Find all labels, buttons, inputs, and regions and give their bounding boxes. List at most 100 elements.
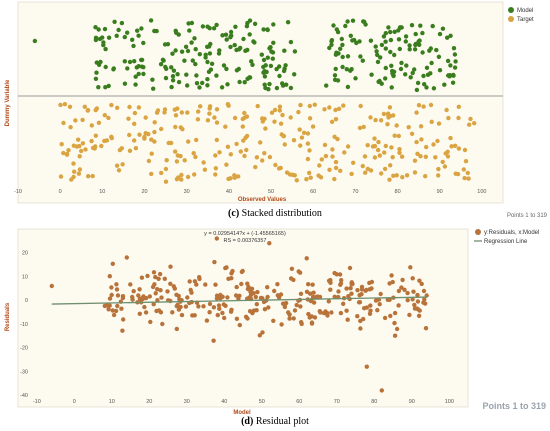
target-point: [213, 153, 218, 158]
target-point: [378, 118, 384, 123]
target-point: [71, 161, 76, 166]
model-point: [284, 82, 289, 87]
target-point: [267, 154, 273, 160]
residual-point: [168, 281, 173, 286]
residual-point: [168, 264, 173, 269]
model-point: [187, 28, 192, 33]
residual-point: [416, 313, 422, 318]
residual-point: [392, 320, 397, 326]
residual-point: [220, 310, 225, 316]
model-point: [348, 33, 353, 38]
model-point: [139, 57, 145, 63]
target-point: [232, 115, 238, 121]
model-point: [270, 56, 275, 61]
model-point: [427, 48, 432, 53]
caption-c-text: Stacked distribution: [239, 208, 322, 219]
model-point: [96, 27, 101, 32]
model-point: [133, 82, 138, 87]
target-point: [419, 137, 424, 142]
target-point: [397, 150, 402, 155]
x-axis-ticks-d: -10 0 10 20 30 40 50 60 70 80 90 100: [33, 399, 454, 405]
residual-point: [415, 292, 420, 298]
residual-point: [390, 279, 395, 285]
target-point: [305, 131, 311, 136]
target-point: [152, 129, 157, 135]
target-point: [312, 102, 317, 107]
model-point: [397, 46, 402, 52]
target-point: [272, 119, 277, 124]
target-point: [449, 144, 454, 149]
model-point: [389, 85, 394, 90]
target-point: [462, 147, 468, 153]
model-point: [200, 80, 205, 86]
target-point: [391, 113, 396, 118]
residual-point: [396, 303, 401, 308]
model-point: [453, 59, 458, 64]
model-point: [340, 42, 345, 48]
residual-point: [260, 330, 265, 335]
residual-point: [266, 305, 271, 310]
residual-point: [113, 308, 119, 314]
target-point: [142, 136, 147, 141]
model-point: [245, 76, 250, 82]
target-point: [394, 173, 399, 178]
model-point: [329, 42, 334, 47]
target-point: [349, 171, 354, 177]
residual-point: [347, 265, 353, 271]
target-point: [421, 104, 426, 109]
residual-point: [423, 326, 429, 331]
model-point: [189, 20, 195, 26]
residual-point: [239, 281, 244, 287]
residual-point: [248, 289, 253, 294]
residual-point: [310, 282, 315, 287]
target-point: [466, 176, 471, 181]
target-point: [399, 154, 405, 159]
target-point: [195, 117, 201, 122]
residual-point: [297, 270, 303, 275]
model-point: [103, 46, 108, 52]
residual-point: [228, 309, 234, 314]
model-point: [127, 59, 133, 65]
model-point: [271, 22, 276, 27]
residual-plot-panel: y = 0.0295414?x + (-1.45565165) RS = 0.0…: [0, 222, 550, 431]
model-point: [442, 82, 447, 87]
residual-point: [337, 272, 343, 277]
model-point: [163, 75, 169, 81]
model-point: [148, 18, 154, 23]
residual-point: [328, 280, 333, 285]
target-point: [387, 177, 392, 182]
model-point: [292, 49, 298, 54]
residual-point: [237, 293, 242, 298]
model-point: [399, 25, 404, 30]
residual-point: [165, 289, 170, 294]
model-point: [116, 27, 121, 33]
target-point: [240, 124, 245, 129]
residual-point: [139, 275, 145, 280]
residual-point: [323, 309, 328, 314]
residual-point: [328, 287, 333, 292]
residual-point: [188, 287, 193, 293]
model-point: [390, 71, 395, 76]
target-point: [77, 143, 82, 149]
target-point: [400, 175, 405, 180]
model-point: [200, 24, 206, 29]
model-point: [381, 34, 387, 39]
model-point: [211, 26, 217, 31]
residual-point: [185, 295, 190, 300]
model-point: [171, 68, 177, 73]
residual-point: [115, 303, 120, 309]
residual-point: [392, 333, 398, 338]
target-point: [76, 171, 82, 176]
model-point: [282, 66, 287, 71]
model-point: [251, 39, 256, 44]
model-point: [193, 47, 198, 52]
target-point: [288, 115, 293, 120]
model-point: [243, 48, 248, 53]
target-point: [296, 109, 301, 115]
residual-point: [160, 321, 165, 327]
x-tick-label: 60: [296, 399, 302, 405]
target-point: [59, 142, 64, 147]
residual-point: [111, 312, 117, 318]
model-point: [182, 58, 187, 63]
residual-point: [136, 293, 141, 298]
